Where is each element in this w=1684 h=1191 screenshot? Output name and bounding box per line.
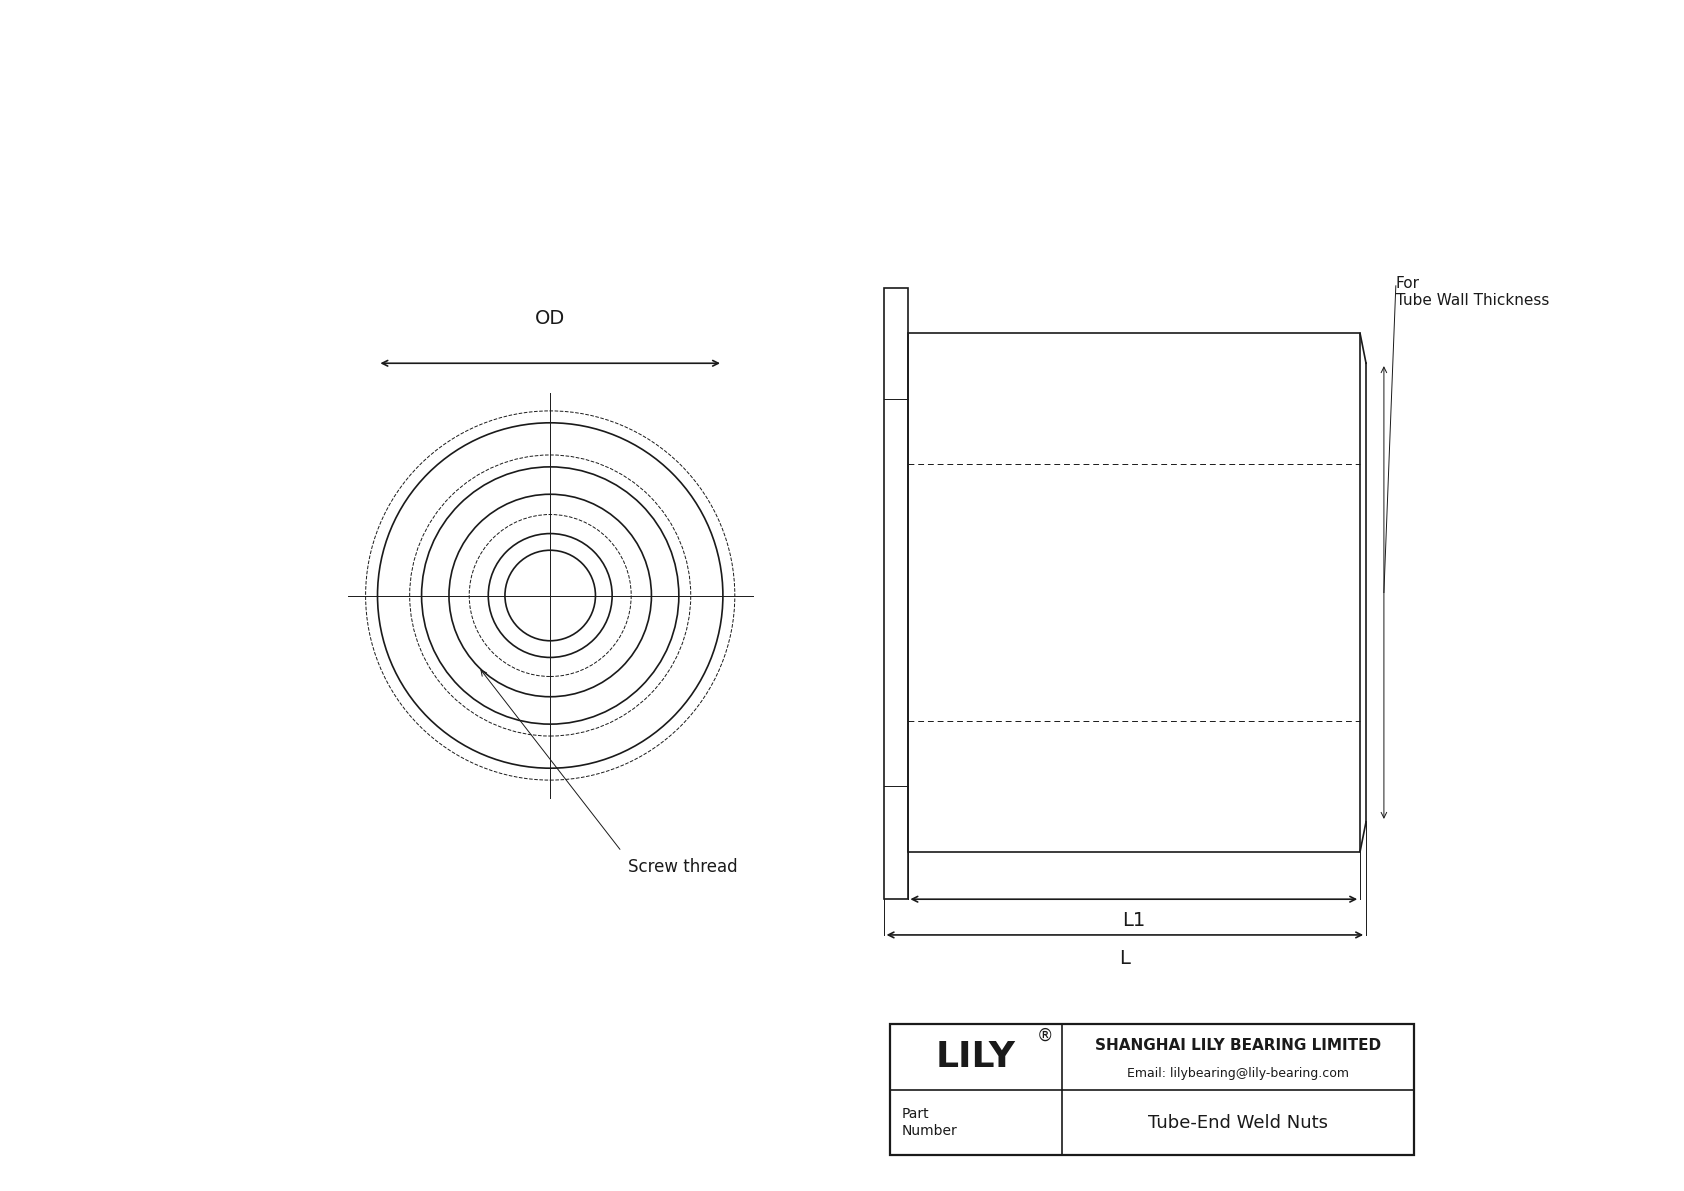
Text: LILY: LILY — [936, 1040, 1015, 1074]
Text: Tube-End Weld Nuts: Tube-End Weld Nuts — [1148, 1114, 1329, 1131]
Text: Email: lilybearing@lily-bearing.com: Email: lilybearing@lily-bearing.com — [1127, 1067, 1349, 1080]
Text: Screw thread: Screw thread — [628, 858, 738, 875]
Text: For
Tube Wall Thickness: For Tube Wall Thickness — [1396, 275, 1549, 308]
Text: L1: L1 — [1122, 911, 1145, 930]
Bar — [884, 288, 908, 899]
Text: SHANGHAI LILY BEARING LIMITED: SHANGHAI LILY BEARING LIMITED — [1095, 1037, 1381, 1053]
Bar — [908, 333, 1361, 852]
Bar — [889, 1024, 1413, 1155]
Text: ®: ® — [1037, 1027, 1052, 1045]
Text: Part
Number: Part Number — [901, 1108, 957, 1137]
Text: OD: OD — [536, 308, 566, 328]
Text: L: L — [1120, 949, 1130, 968]
